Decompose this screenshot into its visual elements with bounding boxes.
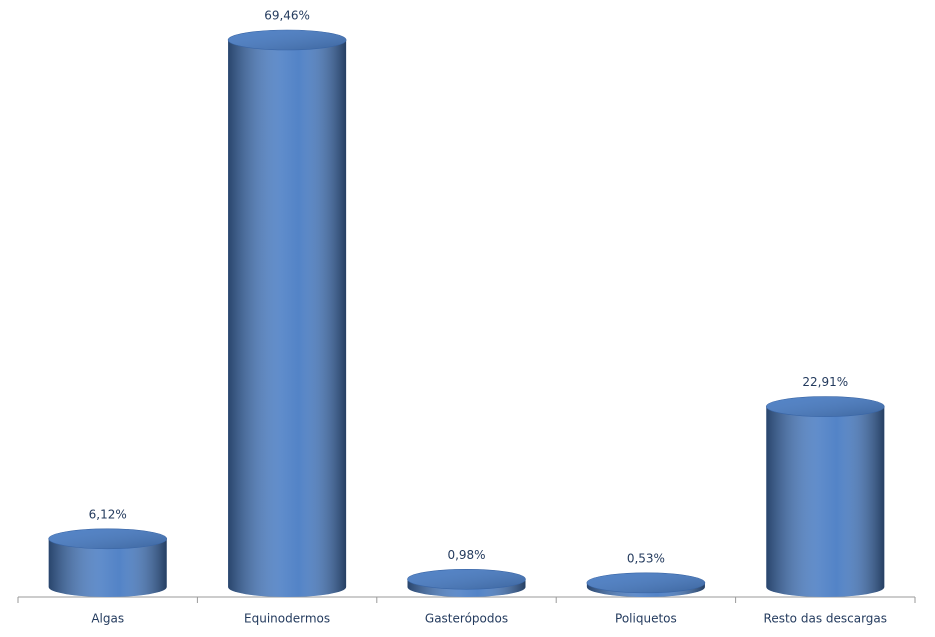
value-label: 6,12%	[89, 507, 127, 521]
value-label: 69,46%	[264, 9, 310, 23]
cylinder-top-shade	[765, 396, 885, 417]
cylinder-top-shade	[407, 568, 526, 590]
x-tick-label: Gasterópodos	[425, 612, 508, 626]
x-tick-label: Equinodermos	[244, 612, 330, 626]
cylinder-top-shade	[586, 572, 706, 594]
value-label: 0,98%	[447, 548, 485, 562]
cylinder-shade	[228, 40, 347, 597]
value-label: 22,91%	[802, 375, 848, 389]
x-tick-label: Resto das descargas	[764, 612, 887, 626]
cylinder-shade	[48, 538, 167, 597]
cylinder-top-shade	[227, 29, 347, 51]
x-tick-label: Algas	[91, 612, 124, 626]
cylinder-top-shade	[48, 528, 167, 550]
value-label: 0,53%	[627, 551, 665, 565]
x-tick-label: Poliquetos	[615, 612, 677, 626]
cylinder-shade	[766, 406, 885, 597]
